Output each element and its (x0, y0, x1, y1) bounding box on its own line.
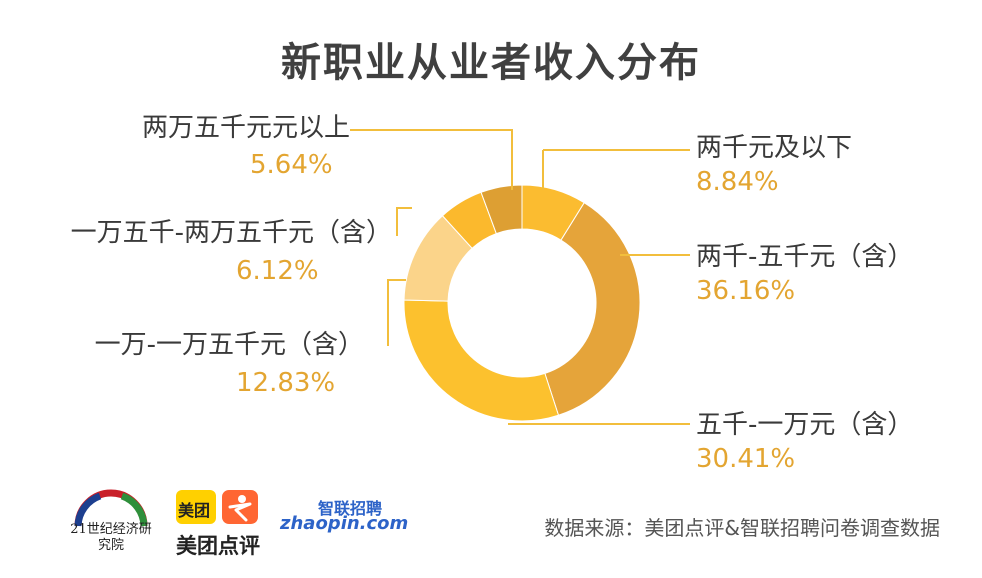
label-cat-3: 一万-一万五千元（含） (94, 330, 364, 360)
value-label-4: 6.12% (236, 256, 319, 286)
value-label-2: 30.41% (696, 444, 796, 474)
value-label-5: 5.64% (250, 150, 333, 180)
donut-slice-1 (544, 202, 641, 416)
leader-line-3 (387, 279, 406, 346)
institute-arc-icon (74, 489, 148, 527)
value-label-0: 8.84% (696, 167, 779, 197)
donut-slice-5 (480, 184, 523, 235)
value-label-3: 12.83% (236, 368, 336, 398)
institute-name: 21世纪经济研究院 (70, 522, 152, 553)
label-cat-2: 五千-一万元（含） (696, 410, 914, 440)
meituan-badge-text: 美团 (178, 501, 211, 520)
institute-logo: 21世纪经济研究院 (70, 488, 152, 560)
meituan-badge (176, 490, 216, 524)
source-note: 数据来源：美团点评&智联招聘问卷调查数据 (544, 516, 940, 540)
leader-line-4 (396, 207, 412, 236)
leader-line-0 (542, 149, 690, 190)
chart-title: 新职业从业者收入分布 (281, 40, 701, 86)
donut-slice-2 (403, 299, 560, 422)
zhaopin-en: zhaopin.com (280, 513, 409, 534)
meituan-logo: 美团 美团点评 (176, 490, 266, 560)
value-label-1: 36.16% (696, 276, 796, 306)
label-cat-0: 两千元及以下 (696, 133, 853, 163)
zhaopin-cn: 智联招聘 (318, 499, 383, 518)
leader-line-5 (350, 129, 513, 190)
dianping-icon (222, 490, 258, 524)
label-cat-1: 两千-五千元（含） (696, 242, 914, 272)
zhaopin-logo: 智联招聘 zhaopin.com (280, 495, 408, 545)
meituan-name: 美团点评 (176, 534, 260, 558)
label-cat-5: 两万五千元元以上 (141, 113, 350, 143)
label-cat-4: 一万五千-两万五千元（含） (70, 218, 392, 248)
